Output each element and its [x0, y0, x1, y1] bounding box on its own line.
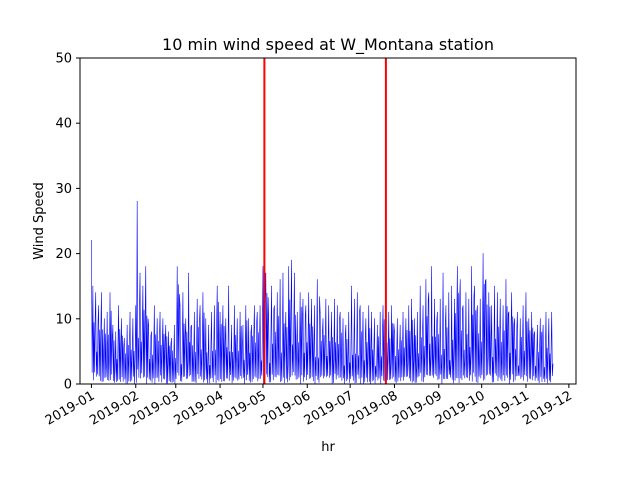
y-tick-label: 0 — [64, 378, 72, 393]
series-0 — [91, 201, 554, 384]
data-layer — [91, 201, 554, 384]
x-axis: 2019-012019-022019-032019-042019-052019-… — [43, 384, 575, 429]
x-tick-label: 2019-08 — [346, 388, 401, 428]
y-tick-label: 50 — [55, 52, 72, 67]
series-line-segment — [91, 201, 554, 384]
marker-lines — [263, 58, 387, 384]
x-tick-label: 2019-07 — [302, 388, 357, 428]
x-tick-label: 2019-12 — [520, 388, 575, 428]
plot-frame — [79, 57, 577, 385]
x-tick-label: 2019-10 — [433, 388, 488, 428]
x-tick-label: 2019-05 — [214, 388, 269, 428]
y-tick-label: 10 — [55, 312, 72, 327]
x-tick-label: 2019-01 — [43, 388, 98, 428]
x-axis-label: hr — [321, 440, 335, 455]
chart-title: 10 min wind speed at W_Montana station — [162, 35, 494, 55]
y-tick-label: 30 — [55, 182, 72, 197]
y-axis-label: Wind Speed — [32, 182, 47, 260]
y-tick-label: 40 — [55, 117, 72, 132]
y-axis: 0 10 20 30 40 50 — [55, 52, 80, 393]
y-tick-label: 20 — [55, 247, 72, 262]
